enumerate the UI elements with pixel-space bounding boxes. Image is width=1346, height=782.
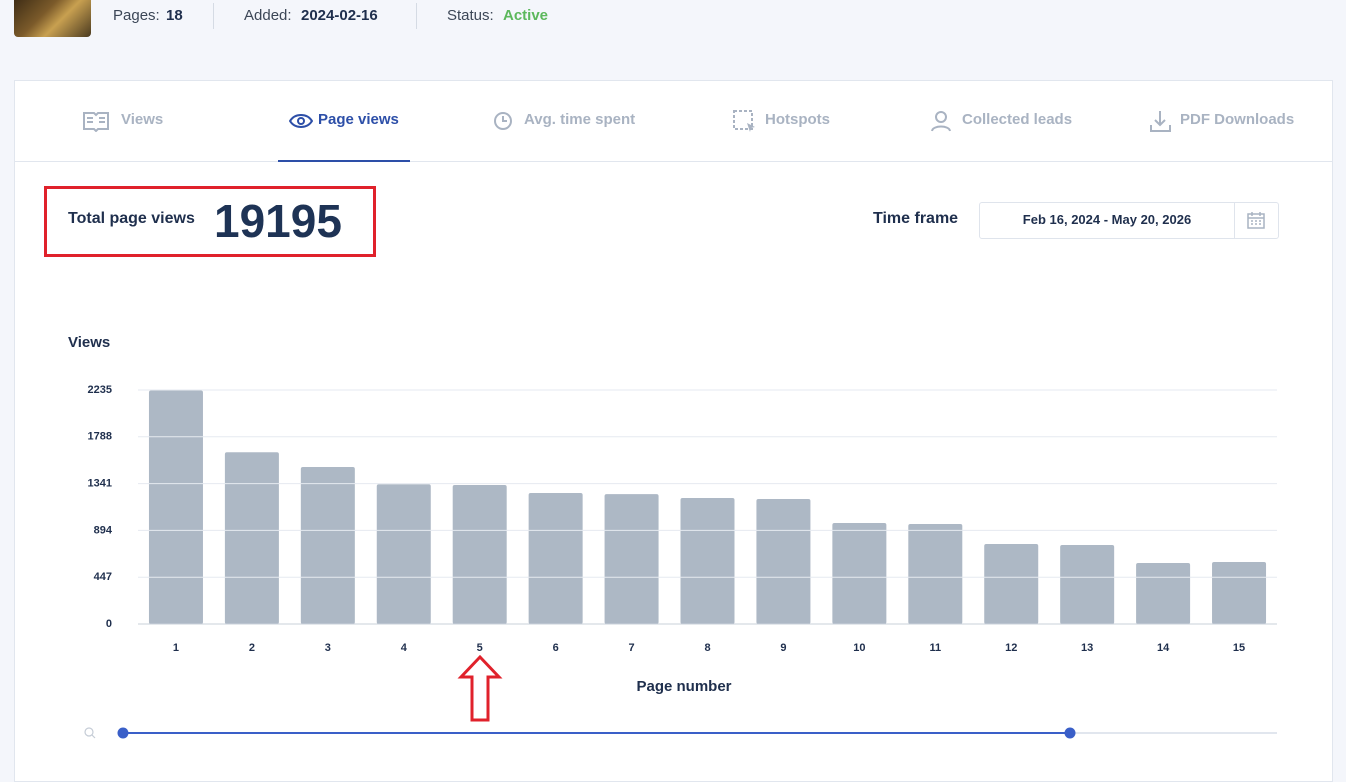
bar [1136, 562, 1191, 624]
y-tick-label: 2235 [88, 384, 112, 396]
x-tick-label: 7 [629, 642, 635, 654]
tab[interactable]: PDF Downloads [1180, 111, 1295, 128]
y-tick-label: 0 [106, 618, 112, 630]
separator [213, 3, 214, 29]
y-tick-label: 1788 [88, 431, 112, 443]
annotation-arrow [457, 654, 503, 722]
tab[interactable]: Collected leads [962, 111, 1073, 128]
tab[interactable]: Hotspots [765, 111, 830, 128]
x-tick-label: 11 [929, 642, 941, 654]
x-tick-label: 1 [173, 642, 179, 654]
bar [908, 524, 963, 624]
tab[interactable]: Views [121, 111, 164, 128]
date-input[interactable] [979, 202, 1279, 239]
bar [452, 484, 507, 624]
y-tick-label: 447 [94, 571, 112, 583]
date-range: Feb 16, 2024 - May 20, 2026 [1022, 212, 1192, 227]
hotspots-icon [733, 110, 755, 132]
zoom-icon [84, 727, 94, 737]
chart: 15 14 13 12 11 10 9 8 7 6 5 4 3 2 1 2235 1788 1341 894 447 0… [68, 334, 1277, 739]
y-axis-title: Views [68, 334, 110, 351]
pages-value: 18 [166, 7, 183, 24]
thumbnail [14, 0, 91, 37]
x-tick-label: 5 [477, 642, 483, 654]
input-divider [1234, 203, 1235, 238]
bar [680, 498, 735, 624]
active-tab-underline [278, 160, 410, 162]
bar [604, 494, 659, 624]
calendar-icon[interactable] [1247, 212, 1265, 229]
x-tick-label: 3 [325, 642, 331, 654]
x-tick-label: 2 [249, 642, 255, 654]
bar [148, 390, 203, 624]
x-axis-title: Page number [636, 678, 731, 695]
zoom-icon [91, 734, 96, 739]
added-value: 2024-02-16 [301, 7, 378, 24]
slider-handle[interactable] [1064, 727, 1076, 739]
x-tick-label: 8 [704, 642, 710, 654]
analytics-card [14, 80, 1333, 782]
bar [300, 466, 355, 624]
tab[interactable]: Avg. time spent [524, 111, 636, 128]
x-tick-label: 9 [780, 642, 786, 654]
tab-divider [15, 161, 1332, 162]
x-tick-label: 4 [401, 642, 408, 654]
x-tick-label: 12 [1005, 642, 1017, 654]
slider-handle[interactable] [117, 727, 129, 739]
y-tick-label: 894 [94, 524, 113, 536]
separator [416, 3, 417, 29]
zoom-slider [84, 727, 1277, 739]
bar [528, 493, 583, 624]
bar [756, 498, 811, 624]
download-icon [1150, 111, 1171, 132]
bar [224, 452, 279, 624]
bar [1212, 562, 1267, 624]
x-tick-label: 14 [1157, 642, 1170, 654]
added-label: Added: [244, 7, 292, 24]
total-label: Total page views [68, 210, 195, 227]
y-tick-label: 1341 [88, 478, 112, 490]
bar [984, 544, 1039, 624]
x-tick-label: 6 [553, 642, 559, 654]
time-frame-label: Time frame [873, 210, 959, 227]
page: Pages: 18 Added: 2024-02-16 Status: Acti… [14, 0, 1333, 782]
x-tick-label: 15 [1233, 642, 1245, 654]
bar [1060, 545, 1115, 624]
status-value: Active [503, 7, 549, 24]
status-label: Status: [447, 7, 494, 24]
x-tick-label: 13 [1081, 642, 1093, 654]
time-icon [494, 112, 512, 130]
views-icon [83, 112, 109, 132]
page-views-icon [289, 114, 313, 128]
leads-icon [931, 111, 951, 132]
pages-label: Pages: [113, 7, 160, 24]
highlight-box [44, 186, 376, 257]
bar [832, 522, 887, 624]
tab[interactable]: Page views [318, 111, 399, 128]
bar [376, 484, 431, 624]
total-value: 19195 [214, 195, 342, 247]
x-tick-label: 10 [853, 642, 865, 654]
